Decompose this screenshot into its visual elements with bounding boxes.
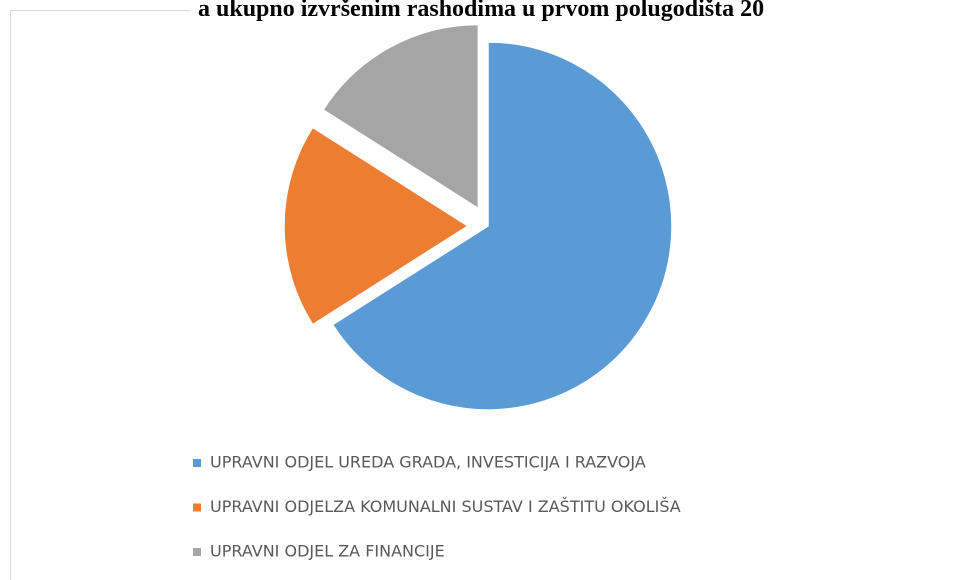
chart-title: a ukupno izvršenim rashodima u prvom pol… xyxy=(198,0,764,22)
pie-slice xyxy=(331,41,673,411)
legend-label: UPRAVNI ODJEL UREDA GRADA, INVESTICIJA I… xyxy=(210,453,646,472)
pie-slice xyxy=(283,126,470,326)
pie-slice xyxy=(321,23,480,210)
legend-swatch xyxy=(193,459,201,467)
legend-label: UPRAVNI ODJEL ZA FINANCIJE xyxy=(210,542,445,561)
legend-swatch xyxy=(193,503,201,512)
legend-swatch xyxy=(193,548,201,556)
title-background xyxy=(190,0,957,22)
legend-label: UPRAVNI ODJELZA KOMUNALNI SUSTAV I ZAŠTI… xyxy=(210,497,681,516)
